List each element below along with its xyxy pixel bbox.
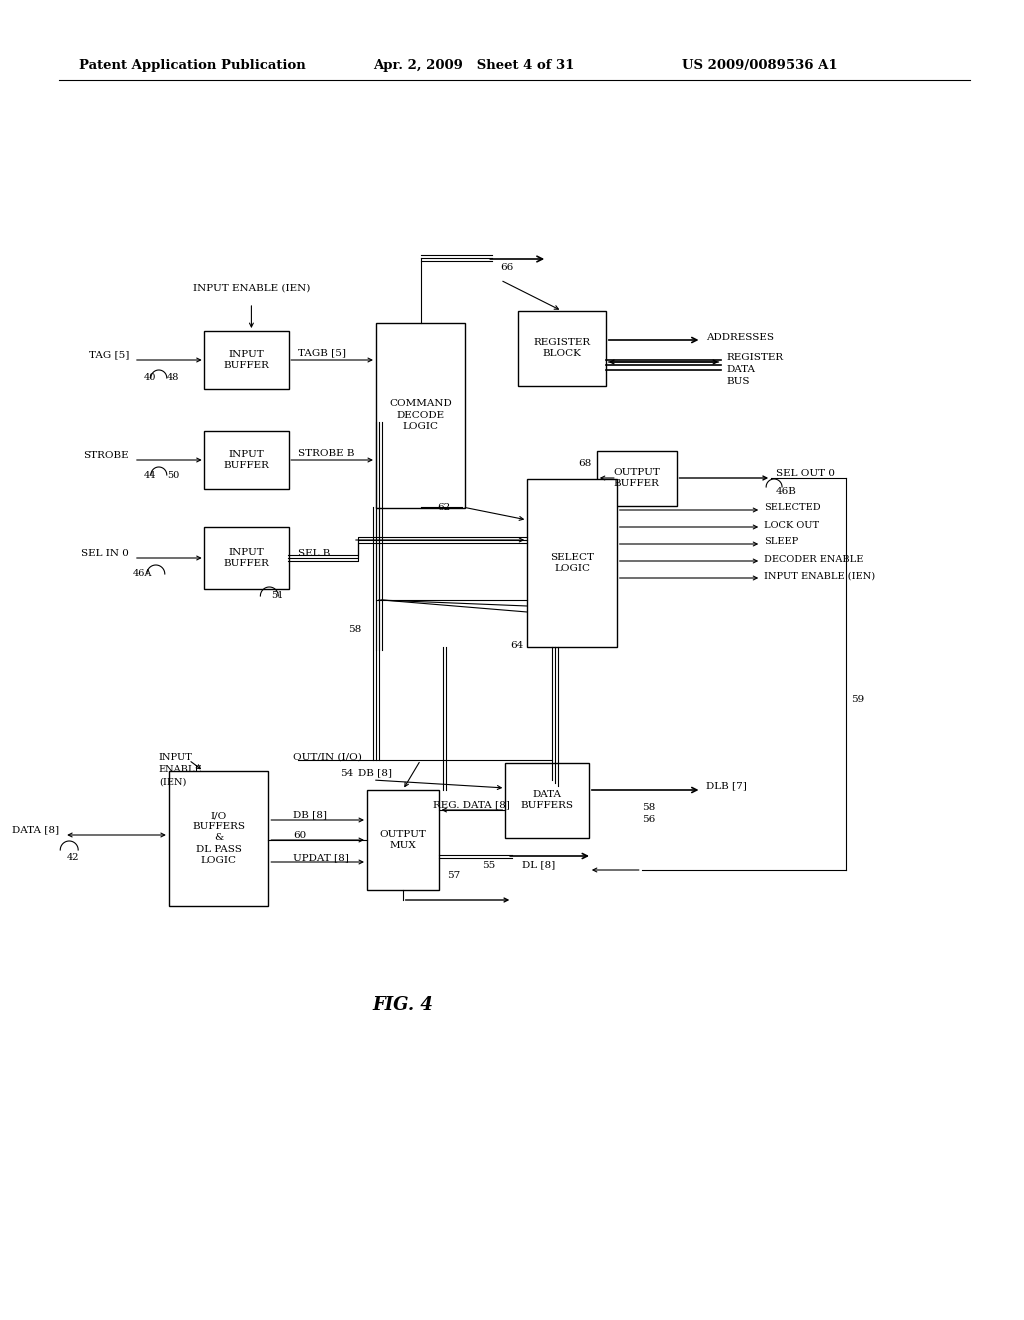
Text: LOCK OUT: LOCK OUT: [764, 520, 819, 529]
Text: DLB [7]: DLB [7]: [707, 781, 748, 791]
Text: 42: 42: [68, 854, 80, 862]
Text: US 2009/0089536 A1: US 2009/0089536 A1: [682, 58, 838, 71]
Text: REGISTER
BLOCK: REGISTER BLOCK: [534, 338, 591, 358]
Text: I/O
BUFFERS
&
DL PASS
LOGIC: I/O BUFFERS & DL PASS LOGIC: [193, 812, 245, 865]
Text: 46B: 46B: [776, 487, 797, 496]
Bar: [204, 331, 289, 389]
Text: SELECT
LOGIC: SELECT LOGIC: [550, 553, 594, 573]
Text: 50: 50: [167, 470, 179, 479]
Bar: [376, 322, 466, 507]
Text: DATA: DATA: [726, 366, 756, 375]
Text: 58: 58: [348, 626, 361, 635]
Bar: [527, 479, 616, 647]
Text: DB [8]: DB [8]: [358, 768, 392, 777]
Text: (IEN): (IEN): [159, 777, 186, 787]
Text: Patent Application Publication: Patent Application Publication: [79, 58, 306, 71]
Text: INPUT
BUFFER: INPUT BUFFER: [223, 450, 269, 470]
Text: 54: 54: [340, 768, 353, 777]
Bar: [169, 771, 268, 906]
Text: SLEEP: SLEEP: [764, 537, 799, 546]
Text: DECODER ENABLE: DECODER ENABLE: [764, 554, 863, 564]
Text: REG. DATA [8]: REG. DATA [8]: [432, 800, 510, 809]
Text: 48: 48: [167, 374, 179, 383]
Text: 51: 51: [271, 590, 284, 599]
Text: SEL OUT 0: SEL OUT 0: [776, 469, 836, 478]
Text: ADDRESSES: ADDRESSES: [707, 333, 774, 342]
Text: STROBE B: STROBE B: [298, 449, 354, 458]
Text: 62: 62: [437, 503, 451, 512]
Text: INPUT
BUFFER: INPUT BUFFER: [223, 350, 269, 370]
Text: DB [8]: DB [8]: [293, 810, 328, 820]
Text: 57: 57: [447, 870, 461, 879]
Text: INPUT ENABLE (IEN): INPUT ENABLE (IEN): [764, 572, 876, 581]
Text: 56: 56: [642, 816, 655, 825]
Text: OUT/IN (I/O): OUT/IN (I/O): [293, 752, 362, 762]
Text: INPUT: INPUT: [159, 754, 193, 763]
Text: 55: 55: [482, 861, 496, 870]
Text: DL [8]: DL [8]: [522, 861, 555, 870]
Text: 64: 64: [510, 640, 523, 649]
Text: 66: 66: [501, 264, 514, 272]
Text: 59: 59: [851, 696, 864, 705]
Text: 68: 68: [579, 458, 592, 467]
Text: OUTPUT
BUFFER: OUTPUT BUFFER: [613, 469, 660, 488]
Text: SEL IN 0: SEL IN 0: [81, 549, 129, 557]
Text: ENABLE: ENABLE: [159, 766, 203, 775]
Text: SEL B: SEL B: [298, 549, 331, 557]
Text: 60: 60: [293, 832, 306, 841]
Text: 58: 58: [642, 804, 655, 813]
Bar: [204, 432, 289, 488]
Text: BUS: BUS: [726, 378, 750, 387]
Text: Apr. 2, 2009   Sheet 4 of 31: Apr. 2, 2009 Sheet 4 of 31: [373, 58, 574, 71]
Text: REGISTER: REGISTER: [726, 354, 783, 363]
Bar: [505, 763, 590, 837]
Text: FIG. 4: FIG. 4: [373, 997, 433, 1014]
Text: TAG [5]: TAG [5]: [88, 351, 129, 359]
Text: TAGB [5]: TAGB [5]: [298, 348, 346, 358]
Text: OUTPUT
MUX: OUTPUT MUX: [379, 830, 426, 850]
Bar: [204, 527, 289, 589]
Text: 44: 44: [143, 470, 156, 479]
Text: STROBE: STROBE: [83, 450, 129, 459]
Text: DATA [8]: DATA [8]: [12, 825, 59, 834]
Bar: [518, 310, 606, 385]
Text: SELECTED: SELECTED: [764, 503, 821, 512]
Text: COMMAND
DECODE
LOGIC: COMMAND DECODE LOGIC: [389, 400, 452, 430]
Text: UPDAT [8]: UPDAT [8]: [293, 854, 349, 862]
Bar: [367, 789, 438, 890]
Bar: [597, 450, 677, 506]
Text: DATA
BUFFERS: DATA BUFFERS: [520, 789, 573, 810]
Text: 46A: 46A: [132, 569, 152, 578]
Text: INPUT ENABLE (IEN): INPUT ENABLE (IEN): [193, 284, 310, 293]
Text: INPUT
BUFFER: INPUT BUFFER: [223, 548, 269, 568]
Text: 40: 40: [143, 374, 156, 383]
